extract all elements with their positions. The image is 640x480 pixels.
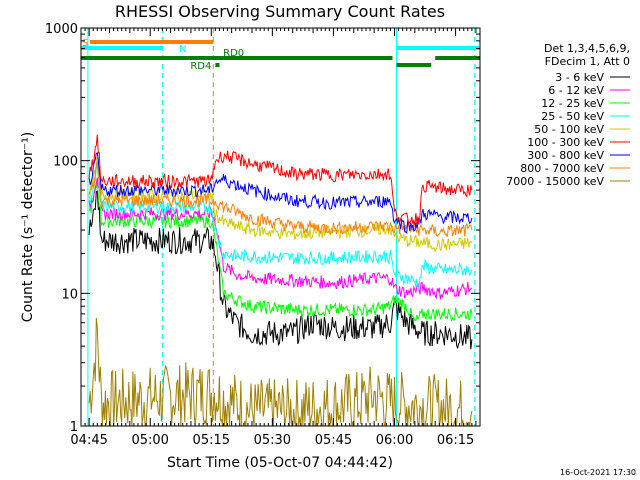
series-line [88, 180, 473, 323]
legend-entry-label: 300 - 800 keV [527, 149, 604, 162]
legend-entry-label: 50 - 100 keV [534, 123, 604, 136]
series-line [88, 161, 473, 291]
x-tick-label: 05:45 [315, 433, 352, 448]
series-line [88, 190, 473, 350]
x-tick-label: 05:00 [131, 433, 168, 448]
flag-label: N [179, 44, 186, 55]
legend-entry-label: 25 - 50 keV [541, 110, 604, 123]
legend-entry-label: 7000 - 15000 keV [506, 175, 604, 188]
date-stamp: 16-Oct-2021 17:30 [560, 468, 636, 477]
series-line [88, 318, 473, 426]
x-tick-label: 04:45 [70, 433, 107, 448]
legend-entry-label: 6 - 12 keV [548, 84, 604, 97]
x-tick-label: 06:15 [437, 433, 474, 448]
legend-entry-label: 3 - 6 keV [555, 71, 604, 84]
chart-title: RHESSI Observing Summary Count Rates [115, 2, 445, 21]
series-line [88, 177, 473, 300]
x-tick-label: 05:15 [193, 433, 230, 448]
y-axis: 1 10 100 1000 [45, 22, 480, 435]
series-group [88, 134, 473, 426]
legend: Det 1,3,4,5,6,9,FDecim 1, Att 0 3 - 6 keV… [506, 42, 630, 188]
flag-bars: S N RD0 RD4 [81, 38, 480, 72]
series-line [88, 151, 473, 234]
y-tick-label: 10 [61, 287, 78, 302]
x-axis-label: Start Time (05-Oct-07 04:44:42) [167, 455, 393, 471]
x-tick-label: 06:00 [376, 433, 413, 448]
y-tick-label: 100 [53, 155, 78, 170]
y-tick-label: 1000 [45, 22, 78, 37]
y-tick-label: 1 [70, 420, 78, 435]
legend-entry-label: 800 - 7000 keV [520, 162, 604, 175]
legend-entry-label: 100 - 300 keV [527, 136, 604, 149]
x-axis: 04:45 05:00 05:15 05:30 05:45 06:00 06:15 [70, 28, 477, 448]
series-line [88, 161, 473, 238]
legend-header: Det 1,3,4,5,6,9, [544, 42, 630, 55]
x-tick-label: 05:30 [254, 433, 291, 448]
series-line [88, 134, 473, 225]
flag-label: S [82, 38, 88, 49]
legend-entry-label: 12 - 25 keV [541, 97, 604, 110]
series-line [88, 156, 473, 253]
flag-label: RD4 [190, 61, 211, 72]
legend-header: FDecim 1, Att 0 [545, 55, 630, 68]
flag-label: RD0 [223, 48, 244, 59]
y-axis-label: Count Rate (s⁻¹ detector⁻¹) [20, 132, 36, 322]
